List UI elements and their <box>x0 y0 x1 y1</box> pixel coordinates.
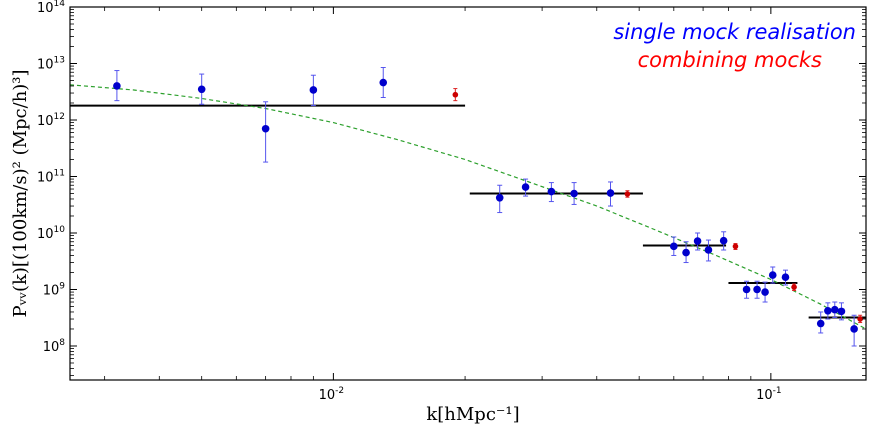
y-tick-label: 1014 <box>37 0 65 16</box>
x-tick-label: 10-1 <box>756 386 782 403</box>
single-mock-point <box>837 307 846 316</box>
legend-single-mock: single mock realisation <box>613 20 856 44</box>
single-mock-point <box>824 306 832 315</box>
single-mock-point <box>781 273 790 282</box>
single-mock-point <box>830 305 839 314</box>
y-axis-label: Pᵥᵥ(k)[(100km/s)² (Mpc/h)³] <box>10 69 31 317</box>
data-points <box>113 78 863 333</box>
single-mock-point <box>495 193 504 202</box>
single-mock-point <box>753 285 761 294</box>
single-mock-point <box>682 248 690 257</box>
single-mock-point <box>742 285 751 294</box>
single-mock-point <box>113 82 121 90</box>
single-mock-point <box>670 242 678 251</box>
single-mock-point <box>606 189 615 197</box>
y-tick-label: 1011 <box>37 168 65 185</box>
y-tick-label: 1012 <box>37 112 65 129</box>
model-curve <box>69 84 867 330</box>
single-mock-point <box>570 189 578 198</box>
single-mock-point <box>521 183 530 191</box>
y-tick-label: 108 <box>43 338 66 355</box>
y-tick-label: 1013 <box>37 55 65 72</box>
single-mock-point <box>816 319 825 328</box>
combined-mock-point <box>857 316 863 322</box>
y-tick-label: 1010 <box>37 225 65 242</box>
y-tick-label: 109 <box>43 281 66 298</box>
single-mock-point <box>704 246 713 254</box>
single-mock-point <box>850 325 858 333</box>
single-mock-point <box>309 86 318 94</box>
single-mock-point <box>197 85 206 94</box>
single-mock-point <box>768 271 777 279</box>
legend-combining-mocks: combining mocks <box>638 48 822 72</box>
x-axis-label: k[hMpc⁻¹] <box>426 404 519 425</box>
plot-frame <box>69 6 867 381</box>
single-mock-point <box>379 78 388 87</box>
single-mock-point <box>761 288 769 296</box>
combined-mock-point <box>732 243 739 250</box>
combined-mock-point <box>791 284 797 290</box>
plot-area <box>69 66 867 347</box>
error-bars <box>114 66 863 347</box>
single-mock-point <box>693 237 702 245</box>
x-tick-label: 10-2 <box>319 386 345 403</box>
single-mock-point <box>547 187 556 196</box>
model-curve-layer <box>69 84 867 330</box>
combined-mock-point <box>624 191 631 197</box>
single-mock-point <box>719 236 728 245</box>
combined-mock-point <box>452 91 459 98</box>
single-mock-point <box>261 124 270 133</box>
